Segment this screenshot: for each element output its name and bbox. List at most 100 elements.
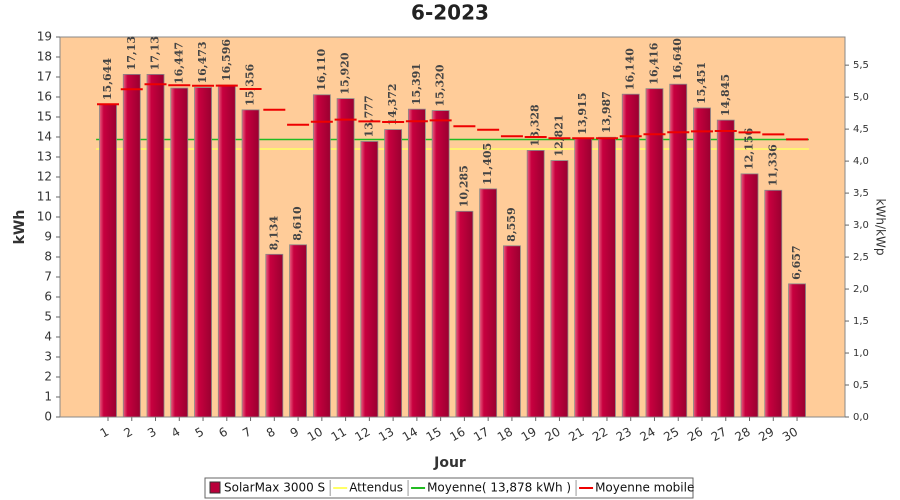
bar	[716, 119, 735, 418]
value-label: 16,110	[315, 48, 328, 90]
y-tick-label: 0	[44, 410, 52, 424]
y2-tick-label: 0,0	[853, 412, 869, 423]
value-label: 13,987	[600, 91, 613, 133]
value-label: 14,845	[719, 74, 732, 116]
y-tick-label: 8	[44, 250, 52, 264]
value-label: 11,405	[481, 143, 494, 185]
x-tick-label: 29	[756, 425, 776, 445]
legend-label: SolarMax 3000 S	[224, 481, 325, 495]
y-tick-label: 14	[37, 130, 52, 144]
value-label: 8,134	[267, 216, 280, 251]
x-tick-label: 4	[169, 425, 183, 441]
value-label: 16,473	[196, 41, 209, 83]
x-tick-label: 24	[637, 425, 657, 445]
bar	[503, 245, 521, 418]
y-tick-label: 4	[44, 330, 52, 344]
y2-tick-label: 1,5	[853, 316, 869, 327]
y2-tick-label: 2,5	[853, 252, 869, 263]
bar	[669, 83, 688, 418]
x-tick-label: 5	[193, 425, 207, 441]
x-tick-label: 6	[216, 425, 230, 441]
x-tick-label: 23	[614, 425, 634, 445]
value-label: 13,328	[529, 104, 542, 146]
y-axis-label: kWh	[12, 210, 28, 245]
x-tick-label: 1	[98, 425, 112, 441]
legend-label: Moyenne mobile	[595, 481, 694, 495]
bar	[312, 94, 331, 418]
value-label: 11,336	[766, 144, 779, 186]
value-label: 16,140	[624, 48, 637, 90]
y2-tick-label: 1,0	[853, 348, 869, 359]
x-tick-label: 15	[424, 425, 444, 445]
x-tick-label: 30	[780, 425, 800, 445]
bar	[217, 84, 236, 418]
bar	[740, 173, 759, 418]
y-tick-label: 5	[44, 310, 52, 324]
x-tick-label: 11	[329, 425, 349, 445]
x-tick-label: 3	[145, 425, 159, 441]
bar	[99, 103, 117, 418]
x-tick-label: 25	[661, 425, 681, 445]
bar	[431, 110, 450, 418]
x-axis-label: Jour	[433, 455, 466, 471]
bar	[360, 141, 379, 418]
y-tick-label: 15	[37, 110, 52, 124]
bar	[289, 244, 307, 418]
bar	[574, 138, 593, 418]
x-tick-label: 12	[352, 425, 372, 445]
bar	[550, 160, 569, 418]
x-tick-label: 28	[733, 425, 753, 445]
value-label: 14,372	[386, 83, 399, 125]
x-tick-label: 18	[495, 425, 515, 445]
value-label: 15,644	[101, 58, 114, 100]
x-tick-label: 19	[519, 425, 539, 445]
x-tick-label: 14	[400, 425, 420, 445]
x-tick-label: 8	[264, 425, 278, 441]
value-label: 15,920	[339, 52, 352, 94]
y-tick-label: 16	[37, 90, 52, 104]
bar	[122, 74, 141, 418]
bar	[170, 87, 189, 418]
y-tick-label: 2	[44, 370, 52, 384]
x-tick-label: 21	[566, 425, 586, 445]
y2-tick-label: 0,5	[853, 380, 869, 391]
y-tick-label: 6	[44, 290, 52, 304]
x-tick-label: 17	[471, 425, 491, 445]
legend	[204, 477, 694, 499]
y-tick-label: 12	[37, 170, 52, 184]
value-label: 16,596	[220, 39, 233, 81]
bar	[645, 88, 664, 418]
x-tick-label: 13	[376, 425, 396, 445]
y2-tick-label: 2,0	[853, 284, 869, 295]
value-label: 16,447	[172, 42, 185, 84]
legend-label: Attendus	[349, 481, 403, 495]
x-tick-label: 7	[240, 425, 254, 441]
value-label: 8,559	[505, 207, 518, 241]
y-tick-label: 18	[37, 50, 52, 64]
y2-axis-label: kWh/kWp	[874, 199, 888, 256]
legend-label: Moyenne( 13,878 kWh )	[427, 481, 571, 495]
x-tick-label: 22	[590, 425, 610, 445]
value-label: 6,657	[790, 245, 803, 279]
y2-tick-label: 5,0	[853, 92, 869, 103]
bar	[598, 136, 616, 418]
bar	[241, 109, 260, 418]
y-tick-label: 10	[37, 210, 52, 224]
bar	[407, 108, 426, 418]
bar	[146, 74, 165, 418]
y-tick-label: 17	[37, 70, 52, 84]
bar	[788, 283, 806, 418]
value-label: 17,13	[149, 36, 162, 70]
y-tick-label: 1	[44, 390, 52, 404]
bar	[764, 189, 783, 418]
y2-tick-label: 3,0	[853, 220, 869, 231]
y2-tick-label: 3,5	[853, 188, 869, 199]
bar	[621, 93, 640, 418]
y-tick-label: 11	[37, 190, 52, 204]
bar	[194, 87, 212, 418]
y2-tick-label: 5,5	[853, 60, 869, 71]
value-label: 15,451	[695, 62, 708, 104]
y-tick-label: 9	[44, 230, 52, 244]
y-tick-label: 19	[37, 30, 52, 44]
